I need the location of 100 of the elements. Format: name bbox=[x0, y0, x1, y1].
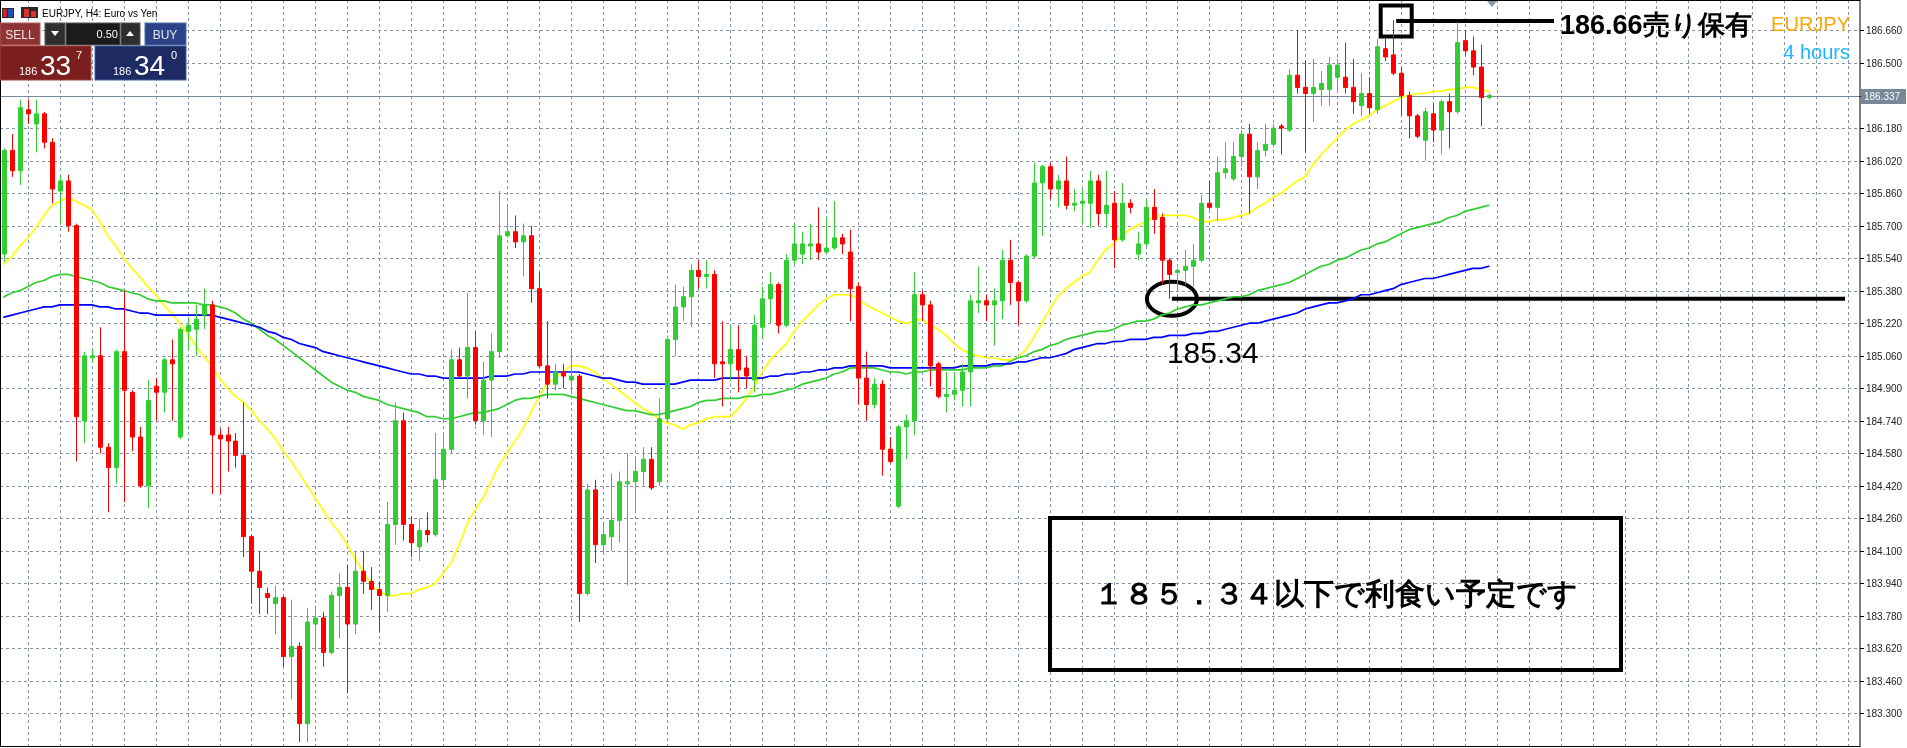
candlestick bbox=[1167, 257, 1172, 300]
annotation: １８５．３４以下で利食い予定です bbox=[1093, 577, 1578, 611]
candlestick bbox=[1040, 164, 1045, 237]
y-tick-label: 183.620 bbox=[1866, 643, 1903, 654]
candlestick bbox=[824, 217, 829, 255]
line-series bbox=[3, 265, 1490, 386]
candlestick bbox=[1112, 190, 1117, 269]
candlestick bbox=[58, 174, 63, 225]
candlestick bbox=[609, 473, 614, 552]
candlestick bbox=[146, 379, 151, 509]
candlestick bbox=[1152, 188, 1157, 235]
candlestick bbox=[1303, 60, 1308, 153]
candlestick bbox=[1056, 174, 1061, 208]
candlestick bbox=[1351, 58, 1356, 115]
candlestick bbox=[385, 501, 390, 613]
candlestick bbox=[1231, 141, 1236, 182]
candlestick bbox=[34, 99, 39, 153]
candlestick bbox=[521, 223, 526, 277]
candlestick bbox=[441, 432, 446, 489]
candlestick bbox=[401, 412, 406, 542]
candlestick bbox=[281, 595, 286, 668]
candlestick bbox=[1263, 123, 1268, 158]
candlestick bbox=[345, 564, 350, 694]
candlestick bbox=[289, 599, 294, 700]
candlestick bbox=[1016, 280, 1021, 326]
candlestick bbox=[1471, 36, 1476, 76]
candlestick bbox=[704, 259, 709, 290]
candlestick bbox=[178, 326, 183, 440]
candlestick bbox=[553, 363, 558, 391]
candlestick bbox=[74, 223, 79, 462]
candlestick bbox=[218, 428, 223, 495]
candlestick bbox=[42, 111, 47, 149]
candlestick bbox=[417, 517, 422, 562]
candlestick bbox=[1183, 249, 1188, 286]
candlestick bbox=[673, 284, 678, 357]
y-tick-label: 184.100 bbox=[1866, 546, 1903, 557]
y-tick-label: 186.500 bbox=[1866, 58, 1903, 69]
candlestick bbox=[66, 174, 71, 233]
candlestick bbox=[569, 349, 574, 395]
candlestick bbox=[808, 223, 813, 261]
candlestick bbox=[760, 286, 765, 340]
candlestick bbox=[633, 456, 638, 513]
y-tick-label: 185.860 bbox=[1866, 188, 1903, 199]
candlestick bbox=[1255, 141, 1260, 190]
y-tick-label: 183.300 bbox=[1866, 708, 1903, 719]
candlestick bbox=[82, 351, 87, 444]
candlestick bbox=[641, 446, 646, 487]
candlestick bbox=[928, 300, 933, 387]
candlestick bbox=[784, 253, 789, 328]
candlestick bbox=[1335, 58, 1340, 92]
candlestick bbox=[1144, 198, 1149, 247]
candlestick bbox=[1343, 42, 1348, 94]
candlestick bbox=[952, 371, 957, 401]
candlestick bbox=[369, 566, 374, 611]
candlestick bbox=[880, 379, 885, 477]
candlestick bbox=[944, 371, 949, 414]
annotation: EURJPY bbox=[1771, 13, 1850, 35]
y-tick-label: 183.780 bbox=[1866, 611, 1903, 622]
candlestick bbox=[138, 426, 143, 489]
candlestick bbox=[1247, 123, 1252, 214]
candlestick bbox=[1487, 93, 1492, 101]
candlestick bbox=[353, 550, 358, 635]
candlestick bbox=[465, 292, 470, 399]
y-tick-label: 185.060 bbox=[1866, 351, 1903, 362]
candlestick bbox=[1359, 72, 1364, 117]
candlestick bbox=[1279, 123, 1284, 155]
candlestick bbox=[513, 214, 518, 249]
candlestick bbox=[864, 351, 869, 422]
candlestick bbox=[712, 269, 717, 379]
candlestick bbox=[425, 511, 430, 544]
ref-line-label: 186.337 bbox=[1864, 91, 1901, 102]
candlestick bbox=[194, 304, 199, 357]
candlestick bbox=[1215, 156, 1220, 223]
candlestick bbox=[1423, 107, 1428, 162]
candlestick bbox=[832, 200, 837, 251]
candlestick bbox=[649, 446, 654, 491]
candlestick bbox=[122, 290, 127, 503]
candlestick bbox=[904, 414, 909, 460]
candlestick bbox=[984, 294, 989, 322]
y-tick-label: 184.900 bbox=[1866, 383, 1903, 394]
candlestick bbox=[1319, 70, 1324, 107]
y-tick-label: 184.260 bbox=[1866, 513, 1903, 524]
candlestick bbox=[1104, 170, 1109, 229]
candlestick bbox=[1239, 129, 1244, 168]
y-tick-label: 186.020 bbox=[1866, 156, 1903, 167]
y-tick-label: 183.940 bbox=[1866, 578, 1903, 589]
annotation: EURJPY, H4: Euro vs Yen bbox=[42, 8, 158, 19]
candlestick bbox=[130, 389, 135, 452]
candlestick bbox=[1287, 68, 1292, 133]
candlestick bbox=[601, 521, 606, 554]
candlestick bbox=[433, 432, 438, 538]
annotation: SELL bbox=[5, 28, 35, 42]
candlestick bbox=[1311, 58, 1316, 123]
candlestick bbox=[249, 534, 254, 605]
candlestick bbox=[337, 572, 342, 639]
candlestick bbox=[361, 550, 366, 595]
candlestick bbox=[1080, 188, 1085, 225]
candlestick bbox=[257, 550, 262, 615]
candlestick bbox=[90, 349, 95, 363]
candlestick bbox=[529, 225, 534, 304]
